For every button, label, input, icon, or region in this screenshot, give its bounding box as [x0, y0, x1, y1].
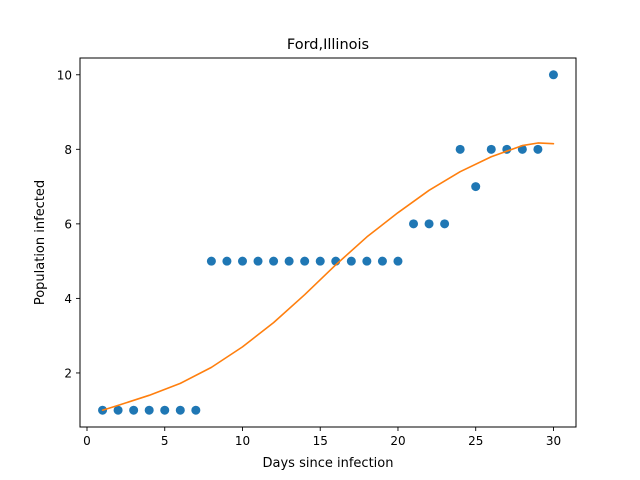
y-tick-label: 4: [64, 292, 72, 306]
data-point: [113, 405, 123, 415]
data-point: [346, 256, 356, 266]
x-tick-label: 30: [546, 434, 561, 448]
data-point: [269, 256, 279, 266]
chart-title: Ford,Illinois: [287, 37, 369, 53]
data-point: [175, 405, 185, 415]
data-point: [160, 405, 170, 415]
y-tick-label: 2: [64, 366, 72, 380]
data-point: [222, 256, 232, 266]
data-point: [455, 144, 465, 154]
data-point: [315, 256, 325, 266]
data-point: [409, 219, 419, 229]
data-point: [533, 144, 543, 154]
axis-ticks: 0 5 10 15 20 25 30 2 4 6 8 10: [57, 68, 561, 448]
data-point: [424, 219, 434, 229]
x-tick-label: 5: [161, 434, 169, 448]
y-tick-label: 6: [64, 217, 72, 231]
x-tick-label: 20: [390, 434, 405, 448]
data-point: [237, 256, 247, 266]
data-point: [300, 256, 310, 266]
data-point: [471, 182, 481, 192]
data-point: [486, 144, 496, 154]
y-tick-label: 10: [57, 68, 72, 82]
x-tick-label: 0: [83, 434, 91, 448]
data-point: [206, 256, 216, 266]
y-axis-label: Population infected: [33, 180, 48, 305]
axes-frame: [79, 57, 577, 428]
data-point: [129, 405, 139, 415]
data-point: [362, 256, 372, 266]
data-point: [253, 256, 263, 266]
data-point: [393, 256, 403, 266]
data-point: [440, 219, 450, 229]
x-tick-label: 25: [468, 434, 483, 448]
x-tick-label: 10: [235, 434, 250, 448]
plot-area: [98, 70, 558, 415]
y-tick-label: 8: [64, 143, 72, 157]
data-point: [144, 405, 154, 415]
data-point: [548, 70, 558, 80]
x-axis-label: Days since infection: [263, 456, 394, 471]
data-point: [377, 256, 387, 266]
x-tick-label: 15: [313, 434, 328, 448]
fit-line: [101, 142, 555, 412]
data-point: [284, 256, 294, 266]
data-point: [191, 405, 201, 415]
